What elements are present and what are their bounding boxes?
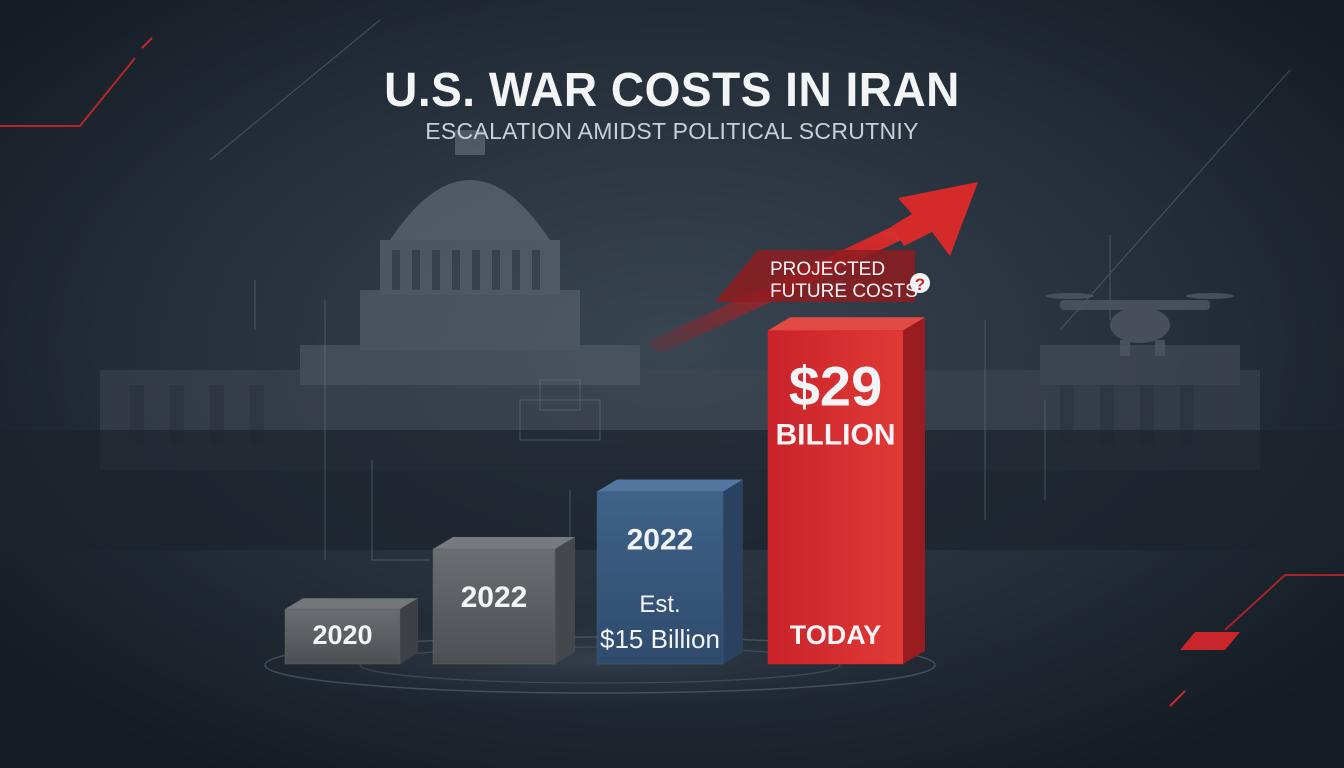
chart-subtitle: ESCALATION AMIDST POLITICAL SCRUTNIY [425, 118, 919, 144]
bar-top-4 [768, 317, 925, 331]
bar-side-2 [555, 537, 575, 664]
bar-front-4 [767, 330, 904, 665]
bar-front-1 [284, 608, 401, 665]
bar-3: 2022 Est. $15 Billion [596, 479, 743, 665]
red-accent-parallelogram [1180, 632, 1240, 650]
bar-est-label: Est. [639, 591, 680, 618]
question-icon [910, 273, 930, 293]
bar-2: 2022 [432, 537, 575, 665]
bar-front-2 [432, 548, 556, 665]
bar-unit-label: BILLION [776, 419, 896, 452]
bar-side-3 [723, 479, 743, 664]
bar-1: 2020 [284, 598, 418, 665]
projected-banner [715, 250, 915, 302]
bar-front-3 [596, 491, 724, 665]
bar-top-3 [597, 479, 743, 492]
bar-top-label-3: 2022 [627, 524, 694, 557]
bar-top-label-2: 2022 [461, 581, 528, 614]
projected-label-line2: FUTURE COSTS [770, 281, 918, 302]
circuit-lines [209, 19, 1291, 561]
bar-top-2 [433, 537, 575, 549]
bar-side-1 [400, 598, 418, 664]
bar-top-1 [285, 598, 418, 609]
bar-bottom-label-4: TODAY [790, 620, 882, 650]
question-mark: ? [915, 275, 925, 294]
projected-label-line1: PROJECTED [770, 259, 885, 280]
chart-title: U.S. WAR COSTS IN IRAN [384, 61, 960, 117]
bar-bottom-label-1: 2020 [312, 620, 372, 650]
bar-est-value-label: $15 Billion [600, 624, 720, 654]
drone-icon [1046, 293, 1234, 356]
bar-value-label: $29 [789, 355, 882, 418]
bar-side-4 [903, 317, 925, 664]
red-accent-lines [0, 37, 1344, 707]
